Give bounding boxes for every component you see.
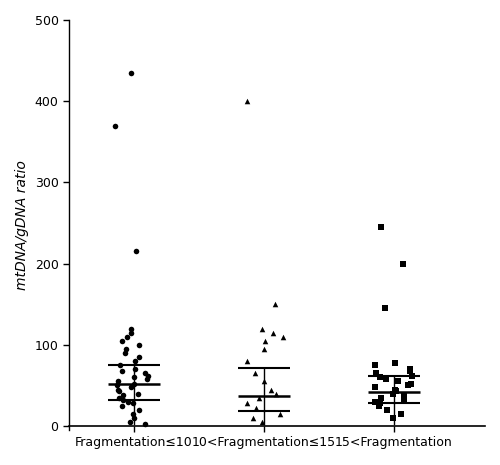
Point [128, 69, 136, 77]
Point [134, 390, 141, 397]
Point [276, 410, 284, 418]
Point [114, 378, 122, 385]
Y-axis label: mtDNA/gDNA ratio: mtDNA/gDNA ratio [15, 160, 29, 290]
Point [114, 386, 122, 393]
Point [251, 370, 259, 377]
Point [408, 380, 416, 387]
Point [130, 365, 138, 373]
Point [127, 329, 135, 336]
Point [127, 383, 135, 391]
Point [278, 333, 286, 340]
Point [130, 380, 138, 387]
Point [268, 329, 276, 336]
Point [114, 394, 122, 401]
Point [392, 359, 400, 366]
Point [128, 399, 136, 407]
Point [260, 345, 268, 352]
Point [244, 98, 252, 105]
Point [134, 341, 142, 349]
Point [370, 383, 378, 391]
Point [130, 373, 138, 381]
Point [400, 260, 407, 267]
Point [258, 325, 266, 332]
Point [382, 406, 390, 413]
Point [144, 372, 152, 379]
Point [118, 402, 126, 410]
Point [134, 353, 142, 361]
Point [258, 418, 266, 426]
Point [408, 372, 416, 379]
Point [116, 361, 124, 369]
Point [244, 358, 252, 365]
Point [118, 337, 126, 345]
Point [142, 421, 150, 428]
Point [404, 382, 412, 389]
Point [375, 402, 383, 410]
Point [372, 398, 380, 405]
Point [128, 325, 136, 332]
Point [113, 382, 121, 389]
Point [377, 394, 385, 401]
Point [130, 410, 138, 418]
Point [118, 367, 126, 375]
Point [272, 390, 280, 397]
Point [124, 398, 132, 405]
Point [372, 370, 380, 377]
Point [376, 223, 384, 231]
Point [260, 378, 268, 385]
Point [392, 387, 400, 395]
Point [262, 337, 270, 345]
Point [122, 345, 130, 352]
Point [126, 418, 134, 426]
Point [267, 386, 275, 393]
Point [132, 248, 140, 255]
Point [252, 405, 260, 412]
Point [249, 414, 257, 422]
Point [271, 300, 279, 308]
Point [116, 387, 124, 395]
Point [120, 392, 128, 399]
Point [394, 378, 402, 385]
Point [124, 333, 132, 340]
Point [382, 375, 390, 383]
Point [400, 396, 408, 404]
Point [376, 399, 384, 407]
Point [131, 358, 139, 365]
Point [406, 365, 414, 373]
Point [400, 392, 408, 399]
Point [136, 406, 143, 413]
Point [121, 349, 129, 357]
Point [243, 399, 251, 407]
Point [390, 390, 398, 397]
Point [381, 305, 389, 312]
Point [389, 414, 397, 422]
Point [406, 367, 413, 375]
Point [391, 386, 399, 393]
Point [141, 370, 149, 377]
Point [371, 361, 379, 369]
Point [144, 375, 152, 383]
Point [376, 373, 384, 381]
Point [256, 394, 264, 401]
Point [119, 396, 127, 404]
Point [130, 414, 138, 422]
Point [112, 122, 120, 129]
Point [396, 410, 404, 418]
